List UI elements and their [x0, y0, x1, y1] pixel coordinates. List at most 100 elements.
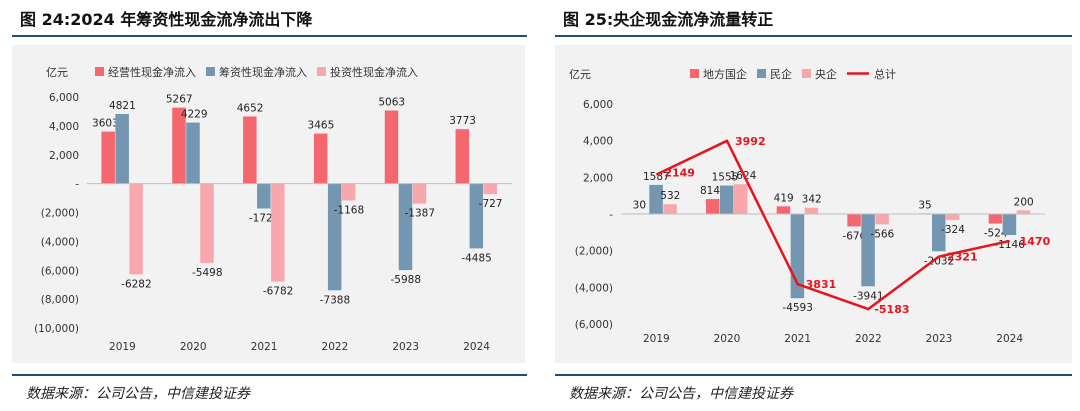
bar — [101, 131, 115, 184]
x-tick-label: 2024 — [996, 333, 1023, 345]
x-tick-label: 2021 — [784, 333, 811, 345]
bar — [946, 214, 960, 220]
legend-label: 经营性现金净流入 — [108, 65, 196, 79]
bar-data-label: -5988 — [390, 274, 421, 286]
y-tick-label: 2,000 — [49, 150, 79, 162]
bar — [804, 207, 819, 214]
bar-data-label: 200 — [1014, 196, 1034, 208]
x-tick-label: 2023 — [392, 341, 419, 353]
x-tick-label: 2020 — [714, 333, 741, 345]
bar — [483, 183, 498, 195]
left-chart-area: 亿元 6,000 4,000 2,000 - (2,000) (4,000) (6,000) (… — [12, 45, 525, 363]
bar-data-label: 5063 — [378, 97, 405, 109]
legend-label: 地方国企 — [703, 67, 747, 81]
bar-data-label: 814 — [700, 185, 720, 197]
bar — [663, 204, 677, 214]
bar-data-label: -3941 — [853, 290, 884, 302]
bar-data-label: -676 — [842, 230, 866, 242]
bar-data-label: 3603 — [92, 118, 119, 130]
bar-data-label: -4485 — [461, 252, 492, 264]
bar — [398, 183, 413, 271]
x-tick-label: 2019 — [643, 333, 670, 345]
bar-data-label: 4652 — [237, 102, 264, 114]
line-data-label: 1470 — [1020, 235, 1051, 248]
bar-data-label: 3773 — [449, 115, 476, 127]
right-title-rule — [555, 35, 1072, 37]
y-tick-label: - — [609, 209, 613, 221]
bar — [341, 183, 356, 201]
y-tick-label: (6,000) — [575, 319, 613, 331]
total-line — [655, 139, 1010, 311]
bar — [327, 183, 342, 291]
bar — [257, 183, 271, 209]
bar-data-label: -566 — [870, 228, 894, 240]
bar — [172, 107, 186, 184]
bar — [469, 183, 484, 249]
bar-data-label: -7388 — [320, 294, 351, 306]
bar — [186, 122, 200, 184]
bar — [875, 214, 889, 225]
x-tick-label: 2022 — [322, 341, 349, 353]
y-axis-unit-label: 亿元 — [46, 66, 68, 79]
y-tick-label: - — [75, 179, 79, 191]
legend-label: 筹资性现金净流入 — [219, 65, 307, 79]
line-data-label: 2149 — [664, 167, 695, 180]
x-tick-label: 2024 — [463, 341, 490, 353]
y-tick-label: (8,000) — [41, 294, 79, 306]
bar — [243, 116, 257, 184]
left-figure-panel: 图 24:2024 年筹资性现金流净流出下降 亿元 6,000 4,000 2,000… — [0, 0, 535, 411]
y-tick-label: (4,000) — [41, 236, 79, 248]
x-tick-label: 2020 — [180, 341, 207, 353]
bar-data-label: 30 — [633, 199, 646, 211]
legend-swatch — [802, 69, 811, 78]
line-data-label: 2321 — [947, 251, 978, 264]
bar-data-label: -324 — [941, 224, 965, 236]
bar — [1002, 214, 1017, 236]
legend-swatch — [757, 69, 766, 78]
bar — [412, 183, 427, 204]
left-bottom-rule — [12, 374, 527, 376]
legend-label: 央企 — [815, 67, 837, 81]
x-tick-label: 2022 — [855, 333, 882, 345]
right-figure-title: 图 25:央企现金流净流量转正 — [563, 10, 774, 29]
bar-data-label: -1387 — [404, 208, 435, 220]
legend-swatch — [690, 69, 699, 78]
bar — [932, 214, 946, 252]
y-tick-label: 6,000 — [49, 92, 79, 104]
y-tick-label: (2,000) — [575, 246, 613, 258]
bar — [271, 183, 285, 282]
right-bottom-rule — [555, 374, 1072, 376]
y-tick-label: (4,000) — [575, 282, 613, 294]
bar-data-label: -5498 — [192, 267, 223, 279]
bar-data-label: 4821 — [109, 100, 136, 112]
bar-data-label: -2032 — [924, 255, 955, 267]
legend-swatch — [95, 67, 104, 76]
left-title-rule — [12, 35, 527, 37]
legend-label: 民企 — [770, 67, 792, 81]
y-tick-label: 2,000 — [583, 172, 613, 184]
bar-data-label: 532 — [660, 190, 680, 202]
bar-data-label: -1168 — [334, 204, 365, 216]
bar-data-label: 35 — [918, 199, 931, 211]
bar-data-label: 1587 — [643, 171, 670, 183]
left-figure-title: 图 24:2024 年筹资性现金流净流出下降 — [20, 10, 313, 29]
bar — [776, 206, 791, 214]
bar — [649, 184, 663, 214]
right-figure-panel: 图 25:央企现金流净流量转正 亿元 6,000 4,000 2,000 - (2,000… — [543, 0, 1080, 411]
y-tick-label: 6,000 — [583, 99, 613, 111]
y-tick-label: 4,000 — [49, 121, 79, 133]
y-tick-label: (2,000) — [41, 208, 79, 220]
bar-data-label: 4229 — [181, 109, 208, 121]
y-tick-label: 4,000 — [583, 136, 613, 148]
bar — [129, 183, 143, 275]
y-axis-unit-label: 亿元 — [569, 68, 591, 81]
right-combo-chart: 亿元 6,000 4,000 2,000 - (2,000) (4,000) (6,000) 地… — [569, 67, 1051, 345]
line-data-label: 3831 — [806, 278, 837, 291]
bar — [1016, 210, 1031, 214]
legend-swatch — [206, 67, 215, 76]
bar-data-label: 1555 — [712, 171, 739, 183]
bar-data-label: 419 — [774, 192, 794, 204]
legend-label: 总计 — [874, 67, 896, 81]
y-tick-label: (6,000) — [41, 265, 79, 277]
bar-data-label: -6282 — [121, 278, 152, 290]
